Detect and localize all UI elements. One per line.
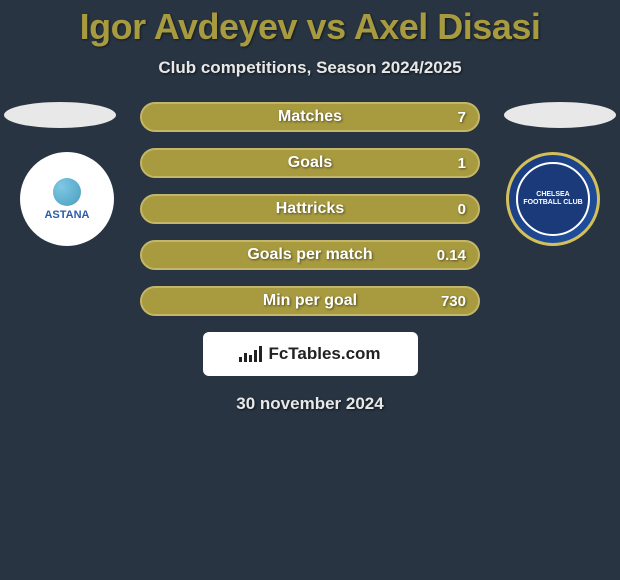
footer-date: 30 november 2024 xyxy=(0,394,620,414)
bar-chart-icon xyxy=(239,346,262,362)
astana-logo: ASTANA xyxy=(44,178,89,221)
stat-label: Hattricks xyxy=(276,200,344,218)
stat-value: 1 xyxy=(458,155,466,172)
club-badge-right: CHELSEA FOOTBALL CLUB xyxy=(506,152,600,246)
club-name-right: CHELSEA FOOTBALL CLUB xyxy=(518,191,588,206)
chelsea-logo: CHELSEA FOOTBALL CLUB xyxy=(516,162,590,236)
stat-row-goals: Goals 1 xyxy=(140,148,480,178)
stat-row-min-per-goal: Min per goal 730 xyxy=(140,286,480,316)
stat-rows: Matches 7 Goals 1 Hattricks 0 Goals per … xyxy=(140,102,480,316)
club-name-left: ASTANA xyxy=(44,209,89,221)
player-silhouette-left xyxy=(4,102,116,128)
stat-value: 730 xyxy=(441,293,466,310)
page-title: Igor Avdeyev vs Axel Disasi xyxy=(0,0,620,48)
stat-value: 0 xyxy=(458,201,466,218)
stat-label: Goals per match xyxy=(247,246,372,264)
stat-value: 0.14 xyxy=(437,247,466,264)
brand-badge[interactable]: FcTables.com xyxy=(203,332,418,376)
stat-row-matches: Matches 7 xyxy=(140,102,480,132)
ball-icon xyxy=(53,178,81,206)
stat-label: Goals xyxy=(288,154,332,172)
stat-label: Matches xyxy=(278,108,342,126)
stat-row-hattricks: Hattricks 0 xyxy=(140,194,480,224)
comparison-panel: ASTANA CHELSEA FOOTBALL CLUB Matches 7 G… xyxy=(0,102,620,414)
subtitle: Club competitions, Season 2024/2025 xyxy=(0,58,620,78)
club-badge-left: ASTANA xyxy=(20,152,114,246)
stat-label: Min per goal xyxy=(263,292,357,310)
stat-value: 7 xyxy=(458,109,466,126)
brand-text: FcTables.com xyxy=(268,344,380,364)
stat-row-goals-per-match: Goals per match 0.14 xyxy=(140,240,480,270)
player-silhouette-right xyxy=(504,102,616,128)
